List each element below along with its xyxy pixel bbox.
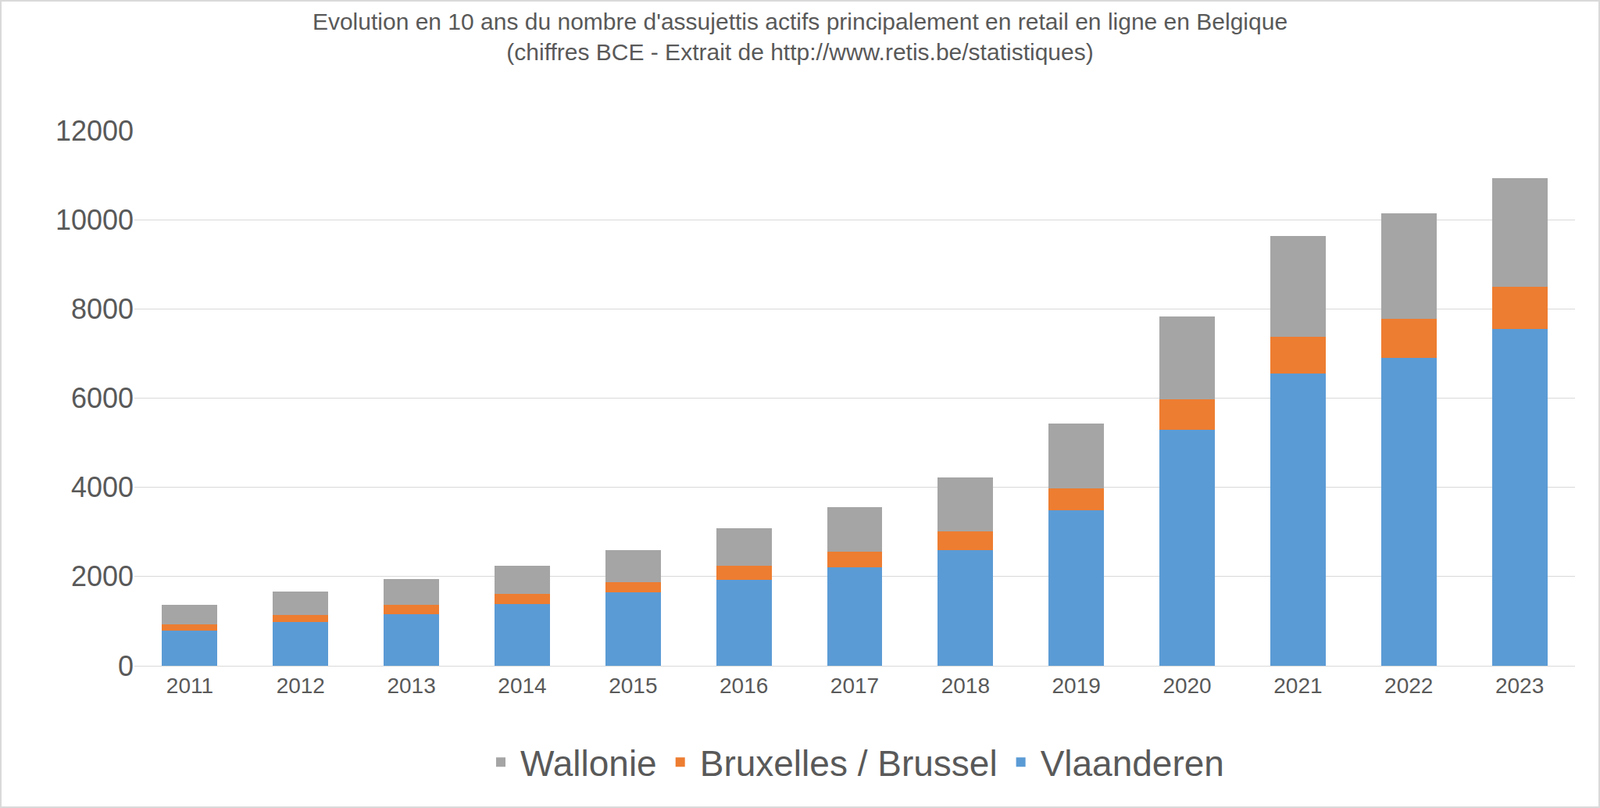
svg-text:2022: 2022	[1384, 673, 1433, 698]
svg-text:2016: 2016	[719, 673, 768, 698]
svg-text:2023: 2023	[1495, 673, 1544, 698]
svg-text:2012: 2012	[276, 673, 325, 698]
svg-text:8000: 8000	[71, 292, 134, 325]
svg-text:2019: 2019	[1052, 673, 1101, 698]
svg-text:2021: 2021	[1273, 673, 1322, 698]
svg-text:12000: 12000	[55, 114, 134, 147]
svg-text:2018: 2018	[941, 673, 990, 698]
svg-text:2015: 2015	[608, 673, 658, 698]
svg-text:2014: 2014	[497, 673, 547, 698]
svg-text:Wallonie: Wallonie	[520, 742, 658, 784]
svg-text:2017: 2017	[830, 673, 879, 698]
svg-text:2000: 2000	[71, 560, 134, 593]
svg-text:Vlaanderen: Vlaanderen	[1040, 742, 1225, 784]
svg-text:2020: 2020	[1162, 673, 1211, 698]
svg-text:Evolution en 10 ans du nombre: Evolution en 10 ans du nombre d'assujett…	[312, 8, 1288, 65]
svg-text:2011: 2011	[166, 673, 214, 698]
svg-text:4000: 4000	[71, 471, 134, 504]
svg-text:6000: 6000	[71, 382, 134, 415]
svg-text:Bruxelles / Brussel: Bruxelles / Brussel	[700, 742, 998, 784]
svg-text:2013: 2013	[386, 673, 436, 698]
svg-text:0: 0	[117, 650, 134, 683]
svg-text:10000: 10000	[55, 203, 134, 236]
